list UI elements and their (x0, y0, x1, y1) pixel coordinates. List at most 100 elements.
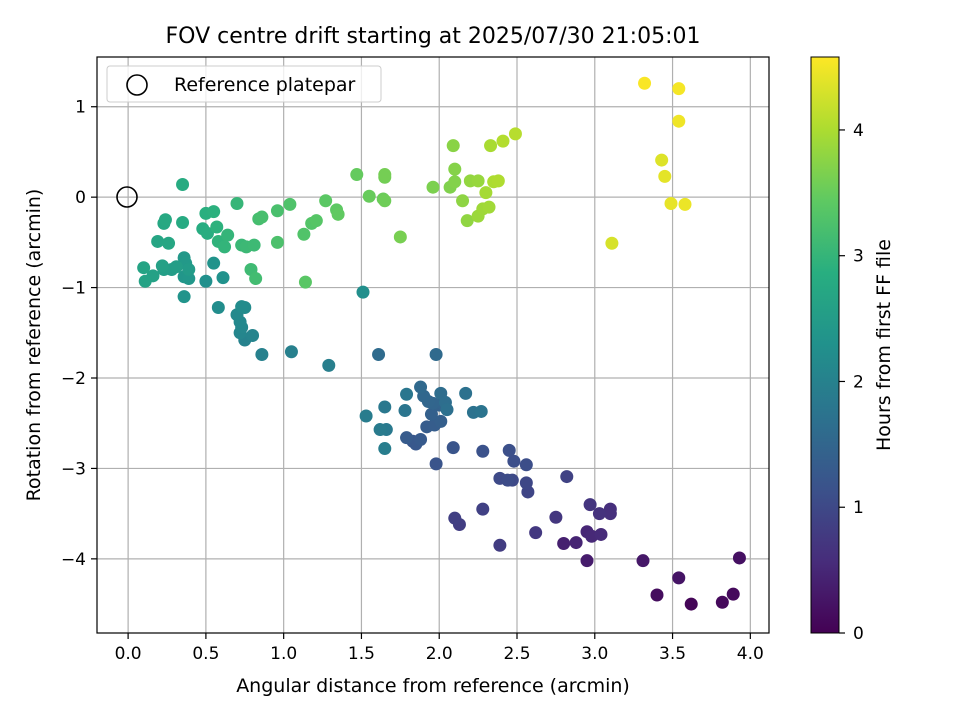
data-point (560, 470, 574, 484)
data-point (476, 444, 490, 458)
data-point (297, 227, 311, 241)
data-point (678, 197, 692, 211)
data-point (638, 76, 652, 90)
colorbar: 0 1 2 3 4 Hours from first FF file (810, 56, 895, 644)
x-tick-label: 2.0 (426, 644, 453, 664)
data-point (732, 551, 746, 565)
data-point (448, 511, 462, 525)
data-point (319, 194, 333, 208)
data-point (502, 443, 516, 457)
data-point (414, 432, 428, 446)
data-point (169, 260, 183, 274)
y-tick-label: 1 (75, 98, 86, 118)
x-tick-label: 1.0 (270, 644, 297, 664)
data-point (398, 404, 412, 418)
data-point (557, 536, 571, 550)
data-point (162, 236, 176, 250)
colorbar-gradient (810, 56, 840, 634)
data-point (580, 554, 594, 568)
data-point (508, 127, 522, 141)
data-point (429, 347, 443, 361)
data-point (182, 262, 196, 276)
data-point (331, 207, 345, 221)
data-point (200, 226, 214, 240)
x-tick-label: 1.5 (348, 644, 375, 664)
data-point (176, 215, 190, 229)
data-point (479, 186, 493, 200)
data-point (501, 473, 515, 487)
data-point (507, 454, 521, 468)
data-point (235, 300, 249, 314)
data-point (636, 554, 650, 568)
plot-frame (96, 56, 770, 634)
x-axis-label: Angular distance from reference (arcmin) (236, 675, 630, 697)
data-point (249, 272, 263, 286)
data-point (211, 300, 225, 314)
colorbar-label: Hours from first FF file (873, 239, 895, 451)
y-axis-label: Rotation from reference (arcmin) (23, 189, 45, 502)
data-point (426, 180, 440, 194)
legend: Reference platepar (106, 65, 382, 103)
data-point (378, 400, 392, 414)
data-point (373, 423, 387, 437)
y-tick-label: −1 (61, 279, 86, 299)
data-point (519, 458, 533, 472)
data-point (255, 210, 269, 224)
data-point (529, 526, 543, 540)
data-point (446, 441, 460, 455)
data-point (176, 177, 190, 191)
data-point (650, 588, 664, 602)
data-point (400, 387, 414, 401)
data-point (207, 205, 221, 219)
data-point (491, 174, 505, 188)
x-tick-label: 2.5 (503, 644, 530, 664)
data-point (476, 502, 490, 516)
x-tick-label: 4.0 (737, 644, 764, 664)
data-point (672, 571, 686, 585)
data-point (605, 236, 619, 250)
data-point (378, 194, 392, 208)
y-tick-label: −4 (61, 550, 86, 570)
data-point (456, 194, 470, 208)
data-point (218, 240, 232, 254)
data-point (684, 597, 698, 611)
data-point (424, 407, 438, 421)
chart-title: FOV centre drift starting at 2025/07/30 … (166, 24, 701, 49)
data-point (448, 175, 462, 189)
data-point (672, 114, 686, 128)
legend-reference-icon (126, 74, 148, 96)
data-point (459, 386, 473, 400)
colorbar-tick-label: 2 (853, 372, 864, 392)
data-point (672, 82, 686, 96)
data-point (284, 345, 298, 359)
data-point (283, 197, 297, 211)
data-point (216, 271, 230, 285)
data-point (493, 538, 507, 552)
colorbar-tick-label: 0 (853, 624, 864, 644)
data-point (429, 457, 443, 471)
data-point (322, 358, 336, 372)
data-point (715, 595, 729, 609)
data-point (247, 238, 261, 252)
data-point (726, 587, 740, 601)
data-point (309, 214, 323, 228)
data-point (350, 168, 364, 182)
data-point (207, 256, 221, 270)
data-point (496, 134, 510, 148)
axis-ticks: 0.0 0.5 1.0 1.5 2.0 2.5 3.0 3.5 4.0 1 0 −1 −2 −3 −4 (61, 98, 764, 664)
data-point (246, 329, 260, 343)
data-point (448, 162, 462, 176)
data-point (446, 139, 460, 153)
data-point (519, 476, 533, 490)
data-point (434, 414, 448, 428)
data-point (482, 200, 496, 214)
y-tick-label: 0 (75, 188, 86, 208)
data-point (372, 347, 386, 361)
data-point (655, 153, 669, 167)
data-point (255, 347, 269, 361)
y-tick-label: −2 (61, 369, 86, 389)
x-tick-label: 3.0 (581, 644, 608, 664)
x-tick-label: 3.5 (659, 644, 686, 664)
